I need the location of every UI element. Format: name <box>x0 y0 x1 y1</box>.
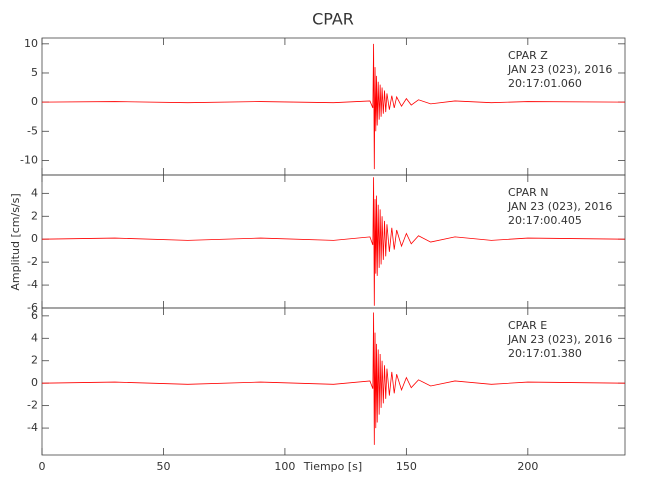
annotation: JAN 23 (023), 2016 <box>507 63 612 76</box>
chart-title: CPAR <box>312 10 354 29</box>
y-tick-label: 2 <box>31 354 38 367</box>
x-tick-label: 0 <box>39 460 46 473</box>
x-tick-label: 200 <box>517 460 538 473</box>
annotation: JAN 23 (023), 2016 <box>507 333 612 346</box>
waveform <box>41 177 626 306</box>
y-tick-label: 2 <box>31 209 38 222</box>
y-tick-label: 4 <box>31 186 38 199</box>
y-tick-label: 5 <box>31 66 38 79</box>
x-tick-label: 150 <box>396 460 417 473</box>
y-tick-label: -2 <box>27 399 38 412</box>
annotation: 20:17:01.380 <box>508 347 582 360</box>
y-tick-label: 6 <box>31 309 38 322</box>
y-tick-label: 10 <box>24 37 38 50</box>
x-tick-label: 100 <box>274 460 295 473</box>
x-axis-label: Tiempo [s] <box>303 460 362 473</box>
annotation: 20:17:00.405 <box>508 214 582 227</box>
y-tick-label: -4 <box>27 421 38 434</box>
y-axis-label: Amplitud [cm/s/s] <box>9 193 22 290</box>
y-tick-label: 0 <box>31 376 38 389</box>
x-tick-label: 50 <box>156 460 170 473</box>
y-tick-label: -2 <box>27 255 38 268</box>
annotation: 20:17:01.060 <box>508 77 582 90</box>
waveform <box>41 312 626 445</box>
annotation: CPAR E <box>508 319 547 332</box>
y-tick-label: -5 <box>27 124 38 137</box>
y-tick-label: -6 <box>27 301 38 314</box>
waveform <box>41 43 626 170</box>
y-tick-label: -4 <box>27 278 38 291</box>
annotation: CPAR Z <box>508 49 548 62</box>
y-tick-label: 0 <box>31 95 38 108</box>
y-tick-label: 4 <box>31 331 38 344</box>
annotation: CPAR N <box>508 186 549 199</box>
y-tick-label: 0 <box>31 232 38 245</box>
y-tick-label: -10 <box>20 153 38 166</box>
panel-frame <box>41 307 626 456</box>
annotation: JAN 23 (023), 2016 <box>507 200 612 213</box>
